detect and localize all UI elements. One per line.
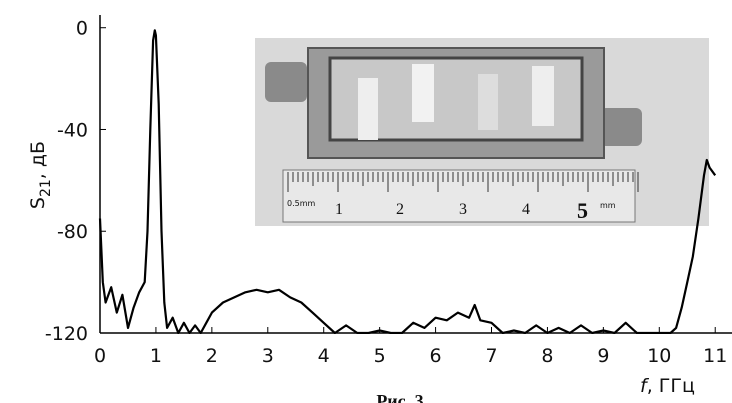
y-axis-label: S21, дБ: [27, 141, 54, 209]
ruler-label: 3: [459, 201, 467, 218]
y-tick-label: 0: [76, 18, 88, 40]
x-label-unit: , ГГц: [647, 375, 695, 397]
ruler-label: 1: [335, 201, 343, 218]
x-axis-label: f, ГГц: [640, 375, 695, 397]
y-tick-label: -80: [57, 221, 88, 243]
x-tick-label: 10: [647, 345, 671, 367]
ruler-label: 5: [577, 198, 588, 223]
x-tick-label: 9: [597, 345, 609, 367]
y-tick-label: -120: [45, 323, 88, 345]
y-label-symbol: S: [27, 197, 49, 209]
caption: Рис. 3: [376, 391, 423, 403]
ruler-label: 2: [396, 201, 404, 218]
data-line: [98, 29, 717, 334]
y-label-unit: , дБ: [27, 141, 49, 179]
y-label-subscript: 21: [38, 179, 54, 197]
inset-photo: [255, 38, 709, 226]
ruler-label: 4: [522, 201, 530, 218]
x-tick-label: 3: [262, 345, 274, 367]
x-tick-label: 6: [430, 345, 442, 367]
ruler-label: mm: [600, 201, 616, 210]
y-tick-label: -40: [57, 119, 88, 141]
ruler-label: 0.5mm: [287, 199, 316, 208]
x-label-symbol: f: [640, 375, 650, 397]
x-tick-label: 4: [318, 345, 330, 367]
x-tick-label: 11: [703, 345, 727, 367]
x-tick-label: 5: [374, 345, 386, 367]
x-tick-label: 7: [485, 345, 497, 367]
x-tick-label: 2: [206, 345, 218, 367]
x-tick-label: 1: [150, 345, 162, 367]
x-tick-label: 0: [94, 345, 106, 367]
x-tick-label: 8: [541, 345, 553, 367]
